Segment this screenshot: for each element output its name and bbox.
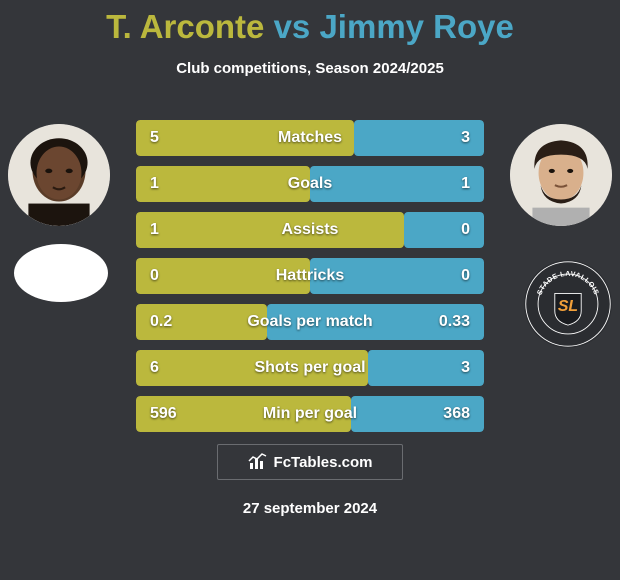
stat-bar-left [136,350,368,386]
stat-bar-right [354,120,485,156]
stat-row: Min per goal596368 [136,396,484,432]
site-badge: FcTables.com [217,444,403,480]
stat-bar-right [368,350,484,386]
stat-bar-left [136,396,351,432]
player2-club-logo: STADE LAVALLOIS SL [524,260,612,348]
player2-avatar [510,124,612,226]
stat-bar-left [136,166,310,202]
chart-icon [248,452,268,472]
stat-bar-right [310,166,484,202]
player1-name: T. Arconte [106,8,264,45]
stat-row: Shots per goal63 [136,350,484,386]
site-name: FcTables.com [274,454,373,471]
comparison-title: T. Arconte vs Jimmy Roye [0,0,620,46]
svg-text:SL: SL [558,298,578,315]
stat-bar-right [351,396,484,432]
stats-panel: Matches53 Goals11 Assists10 Hattricks00 Goal… [136,120,484,442]
stat-row: Goals per match0.20.33 [136,304,484,340]
stat-row: Assists10 [136,212,484,248]
stat-bar-left [136,120,354,156]
stat-bar-right [267,304,484,340]
stat-bar-left [136,304,267,340]
stat-row: Hattricks00 [136,258,484,294]
stat-bar-left [136,258,310,294]
stat-bar-left [136,212,404,248]
player2-name: Jimmy Roye [319,8,513,45]
player1-avatar [8,124,110,226]
stat-bar-right [404,212,484,248]
footer-date: 27 september 2024 [0,500,620,517]
stat-row: Matches53 [136,120,484,156]
stat-bar-right [310,258,484,294]
stat-row: Goals11 [136,166,484,202]
vs-text: vs [274,8,311,45]
subtitle: Club competitions, Season 2024/2025 [0,60,620,77]
player1-club-logo [14,244,108,302]
